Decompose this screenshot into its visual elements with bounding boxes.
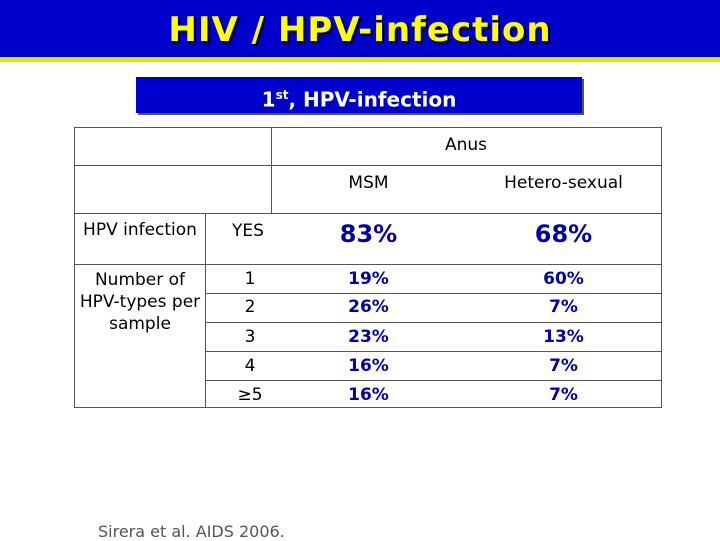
subtitle-box: 1st, HPV-infection <box>136 77 582 113</box>
row-n: 4 <box>244 356 256 376</box>
line-h6 <box>205 351 661 352</box>
row-n: 2 <box>244 297 256 317</box>
subtitle-sup: st <box>275 88 289 102</box>
row-msm: 26% <box>348 297 389 317</box>
row-msm: 23% <box>348 327 389 347</box>
row-het: 60% <box>543 269 584 289</box>
page-title: HIV / HPV-infection <box>168 10 552 50</box>
row-msm: 19% <box>348 269 389 289</box>
group-header: Anus <box>444 135 488 155</box>
subtitle-ordinal: 1 <box>261 87 276 112</box>
row-n: 1 <box>244 269 256 289</box>
row-het: 13% <box>543 327 584 347</box>
row-het: 7% <box>549 297 578 317</box>
row-n: 3 <box>244 327 256 347</box>
line-v2 <box>205 213 206 408</box>
subtitle-rest: , HPV-infection <box>288 87 457 112</box>
title-bar <box>0 0 720 62</box>
row-het: 7% <box>549 385 578 405</box>
line-h3 <box>75 264 661 265</box>
row-label-types: Number of HPV-types per sample <box>79 270 201 334</box>
line-h4 <box>205 293 661 294</box>
citation: Sirera et al. AIDS 2006. <box>98 522 285 541</box>
line-v1 <box>271 128 272 213</box>
row-msm: 16% <box>348 385 389 405</box>
yes-value-msm: 83% <box>339 220 398 248</box>
row-het: 7% <box>549 356 578 376</box>
line-h7 <box>205 380 661 381</box>
row-n: ≥5 <box>237 385 263 405</box>
yes-label: YES <box>232 221 264 241</box>
line-h5 <box>205 322 661 323</box>
yes-value-hetero: 68% <box>534 220 593 248</box>
col-header-msm: MSM <box>348 173 389 193</box>
row-label-infection: HPV infection <box>83 220 197 240</box>
line-h2 <box>75 213 661 214</box>
row-msm: 16% <box>348 356 389 376</box>
data-table: Anus MSM Hetero-sexual HPV infection YES… <box>74 127 662 408</box>
line-h1 <box>75 165 661 166</box>
col-header-hetero: Hetero-sexual <box>504 173 623 193</box>
